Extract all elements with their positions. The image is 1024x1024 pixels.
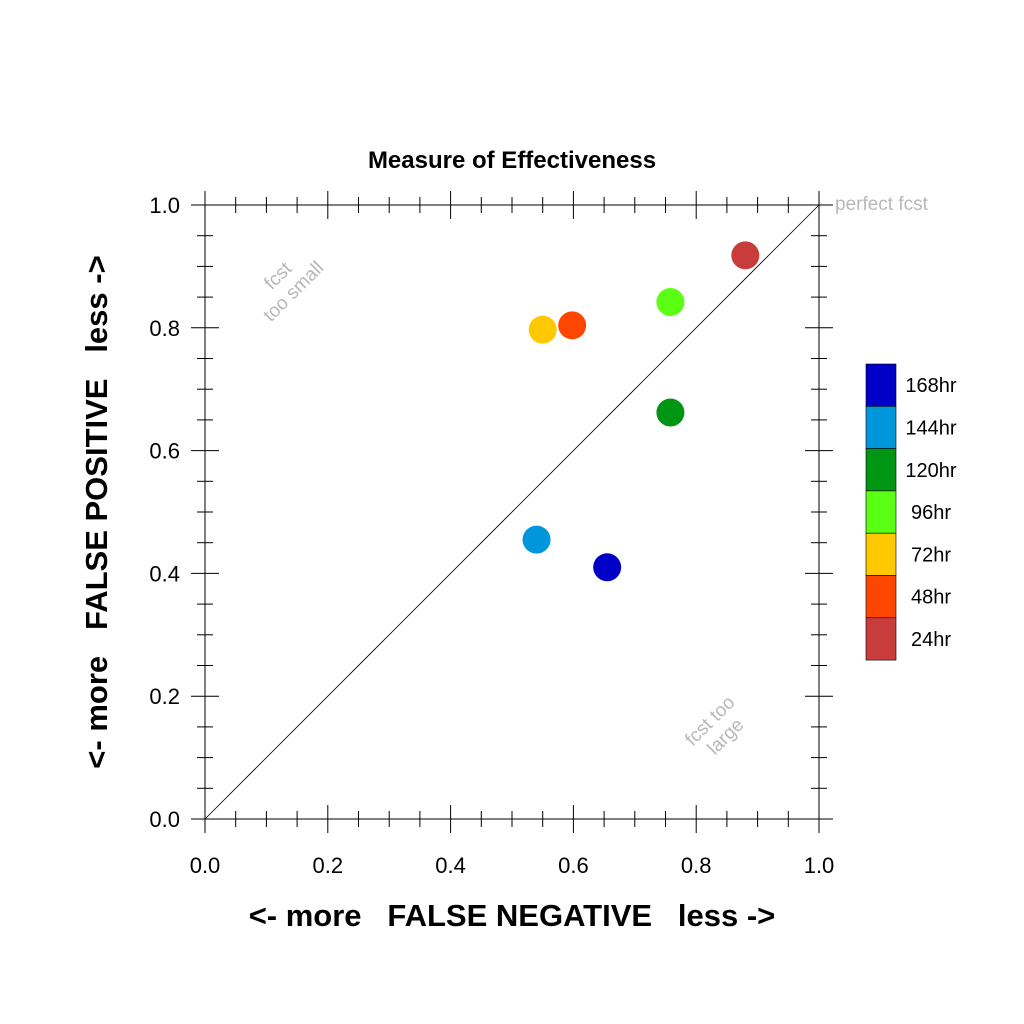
y-tick-label: 0.8 [149, 316, 180, 341]
legend-swatch-72hr [865, 532, 897, 576]
x-axis-label: <- more FALSE NEGATIVE less -> [249, 898, 776, 933]
chart-title: Measure of Effectiveness [368, 147, 656, 174]
y-axis-label: <- more FALSE POSITIVE less -> [79, 255, 114, 768]
legend-label-24hr: 24hr [911, 629, 951, 651]
y-tick-label: 0.0 [149, 807, 180, 832]
data-point-72hr [528, 315, 557, 344]
data-point-96hr [656, 288, 685, 317]
too-large-annotation: fcst too large [681, 692, 748, 759]
x-tick-label: 0.0 [190, 853, 221, 878]
x-tick-label: 0.6 [558, 853, 589, 878]
data-point-120hr [656, 398, 685, 427]
data-point-48hr [558, 311, 587, 340]
legend-swatch-24hr [865, 617, 897, 661]
data-point-24hr [731, 241, 760, 270]
y-tick-label: 0.4 [149, 561, 180, 586]
legend-label-120hr: 120hr [905, 460, 956, 482]
legend-label-48hr: 48hr [911, 587, 951, 609]
too-small-annotation: fcst too small [260, 258, 329, 327]
legend: 168hr 144hr 120hr 96hr 72hr 48hr 24hr [865, 363, 957, 661]
perfect-fcst-annotation: perfect fcst [835, 194, 929, 215]
x-tick-label: 0.4 [435, 853, 466, 878]
legend-swatch-144hr [865, 405, 897, 449]
legend-label-72hr: 72hr [911, 544, 951, 566]
axis-ticks [191, 191, 833, 833]
legend-label-96hr: 96hr [911, 502, 951, 524]
legend-swatch-48hr [865, 575, 897, 619]
data-points [522, 241, 760, 582]
tick-labels: 0.0 0.2 0.4 0.6 0.8 1.0 0.0 0.2 0.4 0.6 0.8 1.0 [149, 193, 834, 878]
y-tick-label: 0.2 [149, 684, 180, 709]
perfect-forecast-line [204, 204, 820, 820]
data-point-144hr [522, 525, 551, 554]
legend-label-168hr: 168hr [905, 375, 956, 397]
x-tick-label: 0.8 [681, 853, 712, 878]
legend-label-144hr: 144hr [905, 417, 956, 439]
plot-area: 0.0 0.2 0.4 0.6 0.8 1.0 0.0 0.2 0.4 0.6 0.8 1.0 [149, 191, 834, 878]
x-tick-label: 0.2 [313, 853, 344, 878]
data-point-168hr [593, 553, 622, 582]
legend-swatch-120hr [865, 448, 897, 492]
too-small-line-2: too small [260, 258, 329, 327]
y-tick-label: 0.6 [149, 439, 180, 464]
y-tick-label: 1.0 [149, 193, 180, 218]
legend-swatch-168hr [865, 363, 897, 407]
x-tick-label: 1.0 [804, 853, 835, 878]
legend-swatch-96hr [865, 490, 897, 534]
